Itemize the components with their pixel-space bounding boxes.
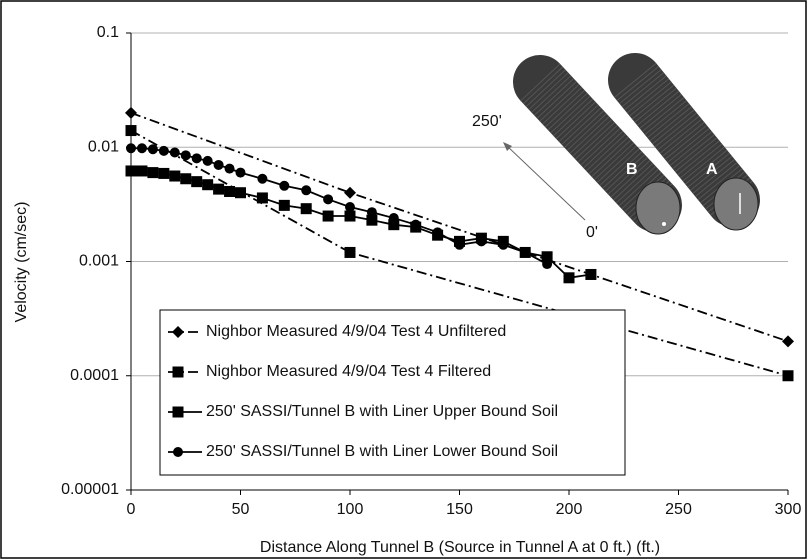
marker [366, 207, 377, 218]
marker [172, 326, 184, 338]
x-tick-label: 150 [446, 501, 473, 518]
y-tick-label: 0.1 [97, 24, 119, 41]
x-axis-label: Distance Along Tunnel B (Source in Tunne… [260, 539, 660, 556]
series-line [130, 112, 789, 343]
marker [180, 150, 191, 161]
legend-items: Nighbor Measured 4/9/04 Test 4 Unfiltere… [168, 323, 558, 460]
y-tick-label: 0.01 [88, 138, 119, 155]
marker [202, 179, 214, 191]
marker [520, 247, 531, 258]
marker [388, 213, 399, 224]
marker [323, 194, 334, 205]
marker [257, 173, 268, 184]
marker [191, 176, 203, 188]
distance-arrow [506, 145, 586, 221]
marker [563, 272, 575, 284]
marker [541, 251, 553, 263]
marker [782, 370, 794, 382]
marker [147, 144, 158, 155]
series-line [130, 129, 789, 377]
marker [432, 227, 443, 238]
legend-label: Nighbor Measured 4/9/04 Test 4 Unfiltere… [206, 323, 506, 340]
marker [125, 106, 137, 119]
x-tick-label: 250 [665, 501, 692, 518]
legend-label: 250' SASSI/Tunnel B with Liner Upper Bou… [206, 403, 558, 420]
marker [224, 163, 235, 174]
marker [224, 185, 236, 197]
marker [300, 203, 312, 215]
x-tick-label: 300 [775, 501, 802, 518]
y-tick-label: 0.001 [79, 253, 119, 270]
y-axis-label: Velocity (cm/sec) [13, 202, 30, 323]
tunnel-illustration: 250' 0' B A [472, 53, 760, 241]
marker [147, 167, 159, 179]
tunnel-b-texture [520, 63, 675, 224]
marker [235, 167, 246, 178]
marker [169, 170, 181, 182]
marker [126, 143, 136, 154]
marker [169, 147, 180, 158]
annotation: B [626, 161, 638, 178]
marker [542, 259, 553, 270]
marker [782, 335, 794, 348]
marker [158, 145, 169, 156]
marker [256, 192, 268, 204]
tunnel-a-end [713, 177, 759, 231]
marker [173, 447, 183, 457]
marker [172, 406, 184, 418]
marker [345, 201, 355, 212]
marker [388, 219, 400, 231]
marker [136, 143, 147, 154]
legend-label: 250' SASSI/Tunnel B with Liner Lower Bou… [206, 443, 558, 460]
marker [344, 246, 356, 258]
marker [191, 153, 202, 164]
x-tick-label: 50 [232, 501, 250, 518]
marker [585, 268, 597, 280]
annotation: A [706, 161, 718, 178]
marker [278, 199, 290, 211]
marker [136, 165, 148, 177]
plot [125, 106, 794, 382]
x-tick-label: 0 [127, 501, 136, 518]
tunnel-a [608, 53, 760, 227]
marker [498, 239, 509, 250]
arrow-head [503, 142, 512, 151]
marker [301, 185, 312, 196]
marker [172, 366, 184, 378]
marker [125, 125, 137, 137]
grid: 0.00001 0.0001 0.001 0.01 0.1 0 50 100 150 200 250… [61, 24, 801, 518]
marker [366, 214, 378, 226]
marker [202, 155, 213, 166]
marker [344, 186, 356, 199]
marker [235, 187, 246, 199]
marker [344, 210, 356, 222]
marker [279, 180, 290, 191]
marker [322, 210, 334, 222]
marker [410, 219, 421, 230]
legend-label: Nighbor Measured 4/9/04 Test 4 Filtered [206, 363, 491, 380]
x-tick-label: 200 [556, 501, 583, 518]
marker [180, 173, 192, 185]
marker [213, 159, 224, 170]
tunnel-b-end [635, 181, 681, 235]
y-tick-label: 0.0001 [70, 367, 119, 384]
marker [454, 239, 465, 250]
annotation: 0' [586, 224, 598, 241]
marker [125, 165, 137, 177]
marker [476, 236, 487, 247]
marker [158, 167, 170, 179]
receiver-dot [662, 222, 666, 226]
y-tick-label: 0.00001 [61, 481, 119, 498]
marker [213, 183, 225, 195]
legend [159, 309, 626, 476]
annotation: 250' [472, 113, 502, 130]
x-tick-label: 100 [337, 501, 364, 518]
